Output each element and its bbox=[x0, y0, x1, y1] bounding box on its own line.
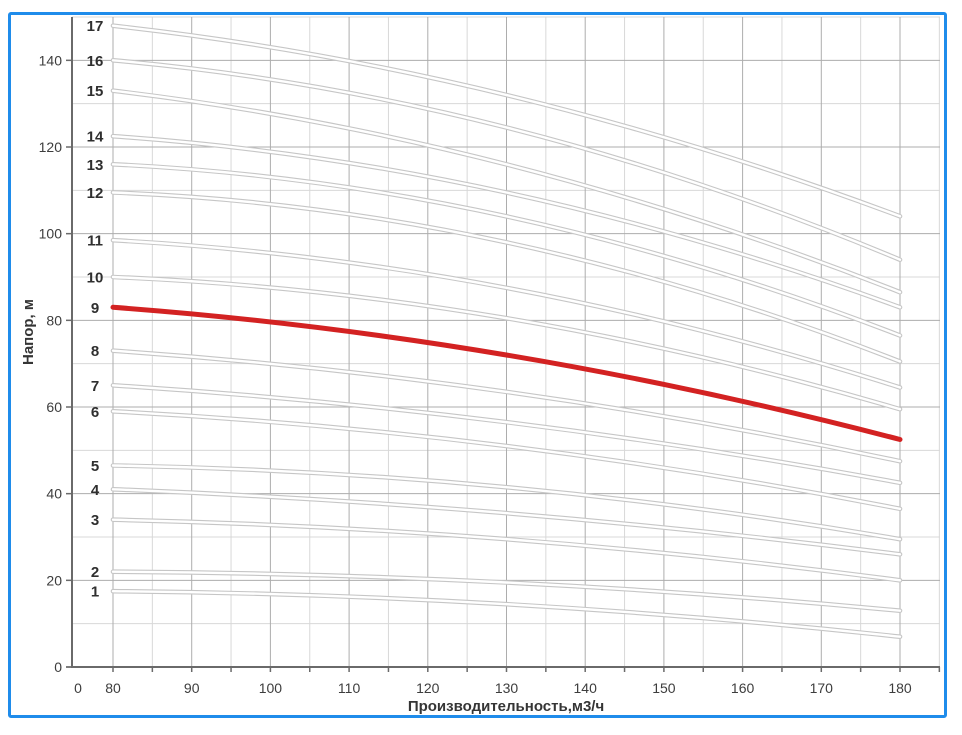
axes bbox=[66, 17, 941, 672]
y-tick-label: 0 bbox=[54, 659, 62, 675]
curve-label-9: 9 bbox=[91, 300, 99, 317]
y-tick-label: 40 bbox=[46, 486, 62, 502]
pump-curve-core-15 bbox=[111, 89, 902, 294]
pump-curve-core-11 bbox=[111, 239, 902, 389]
y-axis-title: Напор, м bbox=[20, 299, 37, 365]
axis-tick-labels: 0 80 90 100 110 120 130 140 150 160 170 18002040608… bbox=[39, 52, 912, 696]
curve-label-1: 1 bbox=[91, 584, 99, 601]
y-tick-label: 140 bbox=[39, 52, 63, 68]
pump-curve-core-2 bbox=[111, 570, 902, 612]
curve-label-14: 14 bbox=[87, 129, 104, 146]
curve-label-17: 17 bbox=[87, 18, 104, 35]
curve-label-3: 3 bbox=[91, 512, 99, 529]
y-tick-label: 80 bbox=[46, 312, 62, 328]
x-tick-label: 120 bbox=[416, 680, 440, 696]
x-tick-label: 170 bbox=[810, 680, 834, 696]
x-tick-label: 100 bbox=[259, 680, 283, 696]
pump-curve-core-12 bbox=[111, 191, 902, 363]
curve-label-11: 11 bbox=[87, 233, 103, 250]
x-tick-label: 80 bbox=[105, 680, 121, 696]
pump-curve-core-4 bbox=[111, 488, 902, 556]
curve-label-12: 12 bbox=[87, 185, 104, 202]
x-tick-label: 0 bbox=[74, 680, 82, 696]
pump-curve-core-3 bbox=[111, 518, 902, 582]
highlighted-pump-curve-9 bbox=[110, 304, 903, 442]
y-tick-label: 100 bbox=[39, 226, 63, 242]
pump-curve-core-17 bbox=[111, 24, 902, 218]
x-tick-label: 180 bbox=[888, 680, 912, 696]
curve-label-7: 7 bbox=[91, 378, 99, 395]
x-tick-label: 150 bbox=[652, 680, 676, 696]
pump-curve-core-7 bbox=[111, 384, 902, 484]
pump-curve-core-13 bbox=[111, 163, 902, 337]
curve-label-8: 8 bbox=[91, 343, 99, 360]
curve-label-16: 16 bbox=[87, 53, 104, 70]
y-tick-label: 20 bbox=[46, 572, 62, 588]
curve-label-5: 5 bbox=[91, 458, 99, 475]
y-tick-label: 60 bbox=[46, 399, 62, 415]
y-tick-label: 120 bbox=[39, 139, 63, 155]
x-tick-label: 160 bbox=[731, 680, 755, 696]
x-tick-label: 140 bbox=[574, 680, 598, 696]
curve-number-labels: 17 16 15 14 13 12 11 10 9 8 7 6 5 4 3 2 1 bbox=[87, 18, 104, 601]
curve-label-4: 4 bbox=[91, 482, 100, 499]
pump-curve-core-6 bbox=[111, 410, 902, 510]
curve-label-6: 6 bbox=[91, 404, 99, 421]
x-tick-label: 90 bbox=[184, 680, 200, 696]
pump-curves bbox=[110, 23, 903, 639]
curve-label-2: 2 bbox=[91, 564, 99, 581]
pump-curve-core-5 bbox=[111, 464, 902, 541]
x-tick-label: 110 bbox=[338, 680, 361, 696]
pump-curve-core-14 bbox=[111, 135, 902, 309]
pump-curve-core-1 bbox=[111, 590, 902, 638]
pump-curve-core-8 bbox=[111, 349, 902, 463]
x-axis-title: Производительность,м3/ч bbox=[407, 698, 605, 715]
pump-curve-core-16 bbox=[111, 59, 902, 261]
x-tick-label: 130 bbox=[495, 680, 519, 696]
pump-curve-core-10 bbox=[111, 275, 902, 411]
curve-label-15: 15 bbox=[87, 83, 104, 100]
curve-label-13: 13 bbox=[87, 157, 104, 174]
curve-label-10: 10 bbox=[87, 270, 104, 287]
